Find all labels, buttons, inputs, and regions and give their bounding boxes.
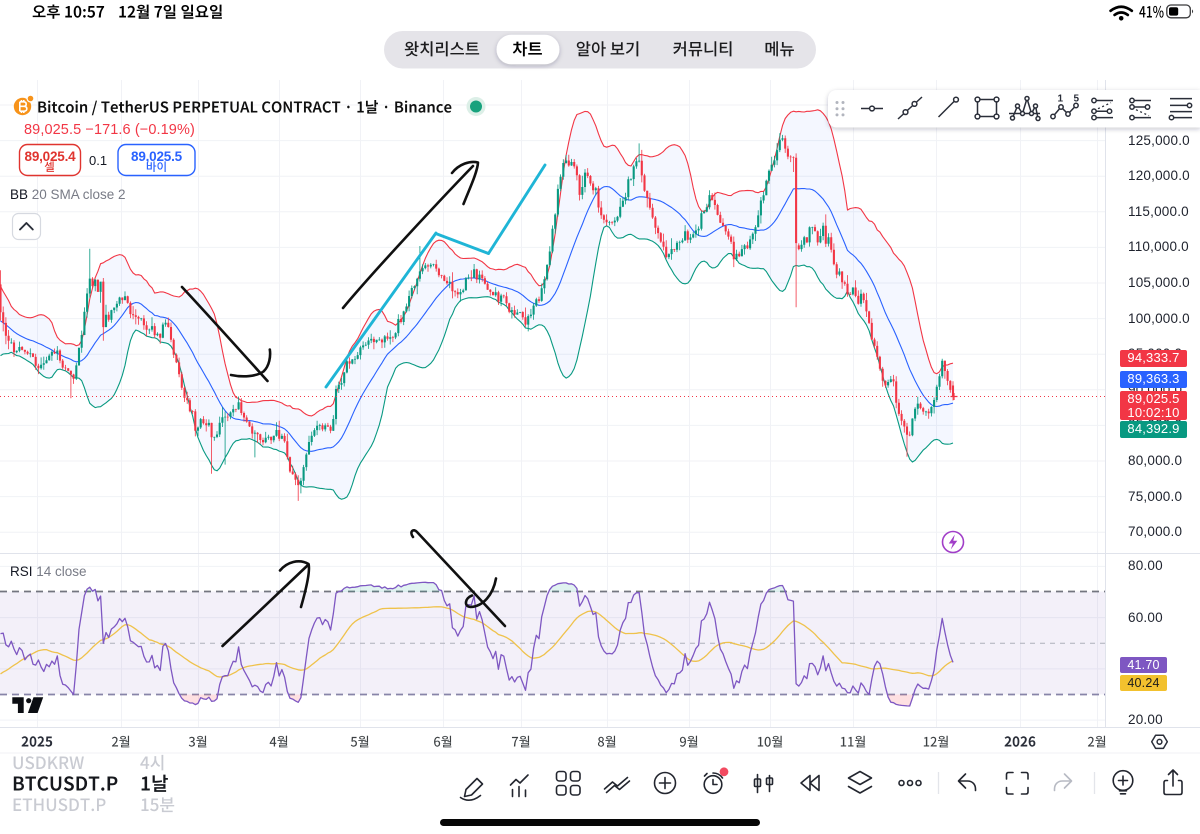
svg-text:1: 1 (1058, 94, 1064, 105)
svg-text:5: 5 (1074, 94, 1080, 105)
